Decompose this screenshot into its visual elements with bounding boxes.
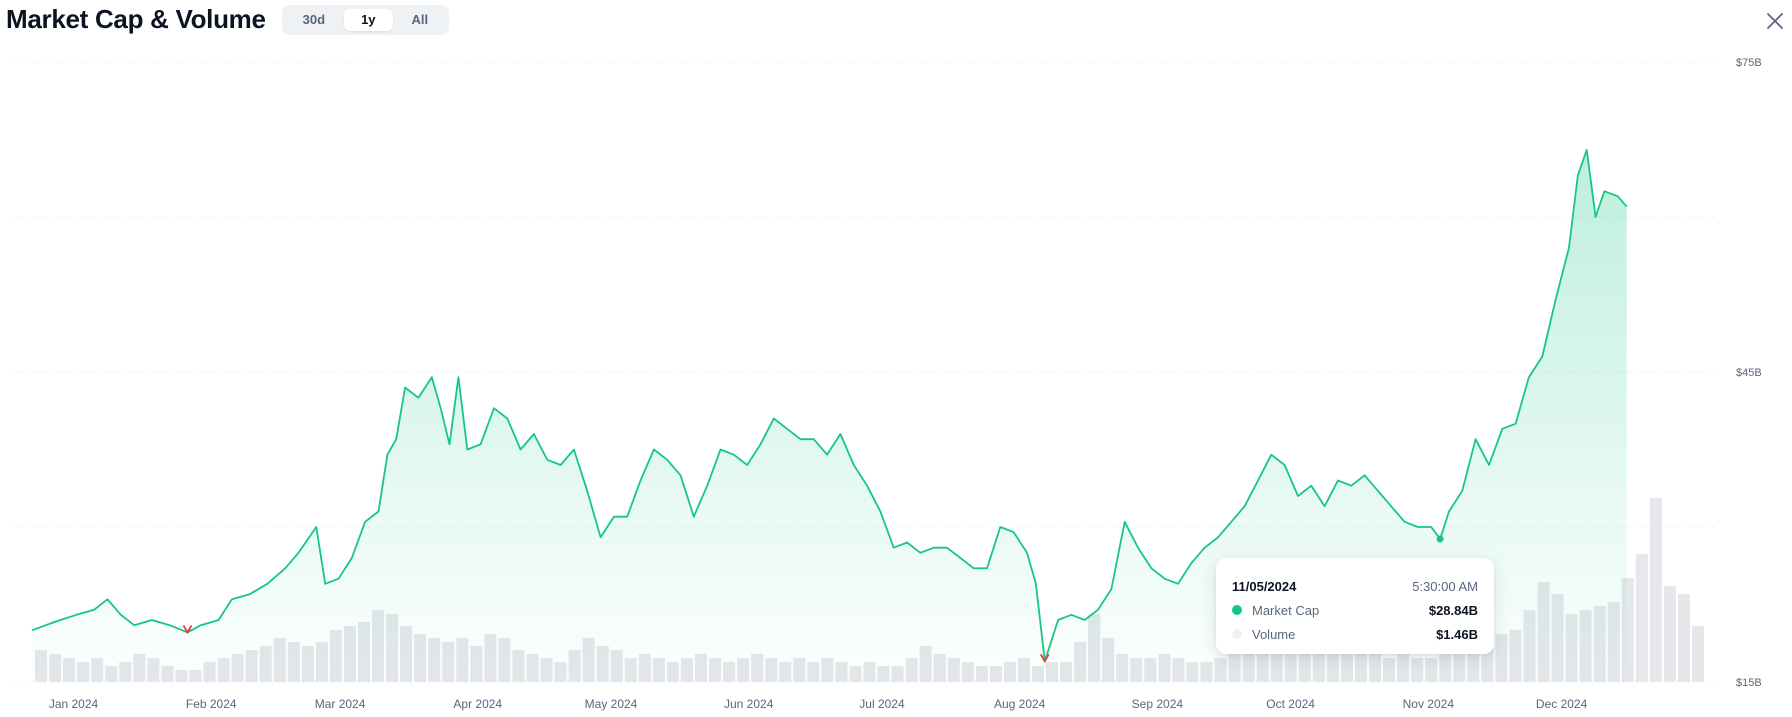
tooltip-header: 11/05/2024 5:30:00 AM <box>1232 574 1478 598</box>
range-1y-button[interactable]: 1y <box>344 8 393 31</box>
x-tick-label: Jul 2024 <box>859 697 905 711</box>
market-cap-dip-segment <box>1039 653 1050 664</box>
x-tick-label: Aug 2024 <box>994 697 1046 711</box>
x-tick-label: Sep 2024 <box>1132 697 1184 711</box>
x-tick-label: Dec 2024 <box>1536 697 1588 711</box>
volume-bar <box>1635 554 1648 682</box>
highlighted-data-point <box>1436 535 1444 543</box>
volume-legend-dot <box>1232 629 1242 639</box>
volume-bar <box>1677 594 1690 682</box>
chart-header: Market Cap & Volume 30d 1y All <box>6 4 450 35</box>
x-axis: Jan 2024 Feb 2024 Mar 2024 Apr 2024 May 2024… <box>49 697 1588 711</box>
close-icon[interactable] <box>1764 10 1786 32</box>
tooltip-value: $28.84B <box>1428 602 1478 618</box>
volume-bar <box>1649 498 1662 682</box>
tooltip-value: $1.46B <box>1436 626 1478 642</box>
market-cap-line <box>31 148 1628 664</box>
tooltip-time: 5:30:00 AM <box>1412 578 1478 594</box>
volume-bar <box>1663 586 1676 682</box>
market-cap-area-fill <box>32 149 1627 683</box>
chart-tooltip: 11/05/2024 5:30:00 AM Market Cap $28.84B… <box>1216 558 1494 654</box>
y-axis: $75B $45B $15B <box>1736 57 1762 689</box>
market-cap-series-line <box>31 148 1628 663</box>
x-tick-label: Jan 2024 <box>49 697 99 711</box>
range-30d-button[interactable]: 30d <box>286 9 342 31</box>
x-tick-label: Nov 2024 <box>1403 697 1455 711</box>
highlight-marker <box>1436 535 1444 543</box>
y-tick-label: $75B <box>1736 57 1762 69</box>
tooltip-row-market-cap: Market Cap $28.84B <box>1232 598 1478 622</box>
market-cap-dip-segment <box>182 624 193 635</box>
x-tick-label: Oct 2024 <box>1266 697 1315 711</box>
x-tick-label: Jun 2024 <box>724 697 774 711</box>
range-all-button[interactable]: All <box>395 9 446 31</box>
time-range-selector: 30d 1y All <box>281 4 450 35</box>
y-tick-label: $45B <box>1736 367 1762 379</box>
market-cap-area <box>32 149 1627 683</box>
x-tick-label: Apr 2024 <box>453 697 502 711</box>
market-cap-legend-dot <box>1232 605 1242 615</box>
chart-title: Market Cap & Volume <box>6 4 266 34</box>
y-tick-label: $15B <box>1736 677 1762 689</box>
tooltip-label: Market Cap <box>1252 602 1320 618</box>
tooltip-date: 11/05/2024 <box>1232 578 1297 594</box>
x-tick-label: Feb 2024 <box>186 697 237 711</box>
tooltip-label: Volume <box>1252 626 1296 642</box>
volume-bar <box>1691 626 1704 682</box>
tooltip-row-volume: Volume $1.46B <box>1232 622 1478 646</box>
x-tick-label: Mar 2024 <box>315 697 366 711</box>
x-tick-label: May 2024 <box>585 697 638 711</box>
